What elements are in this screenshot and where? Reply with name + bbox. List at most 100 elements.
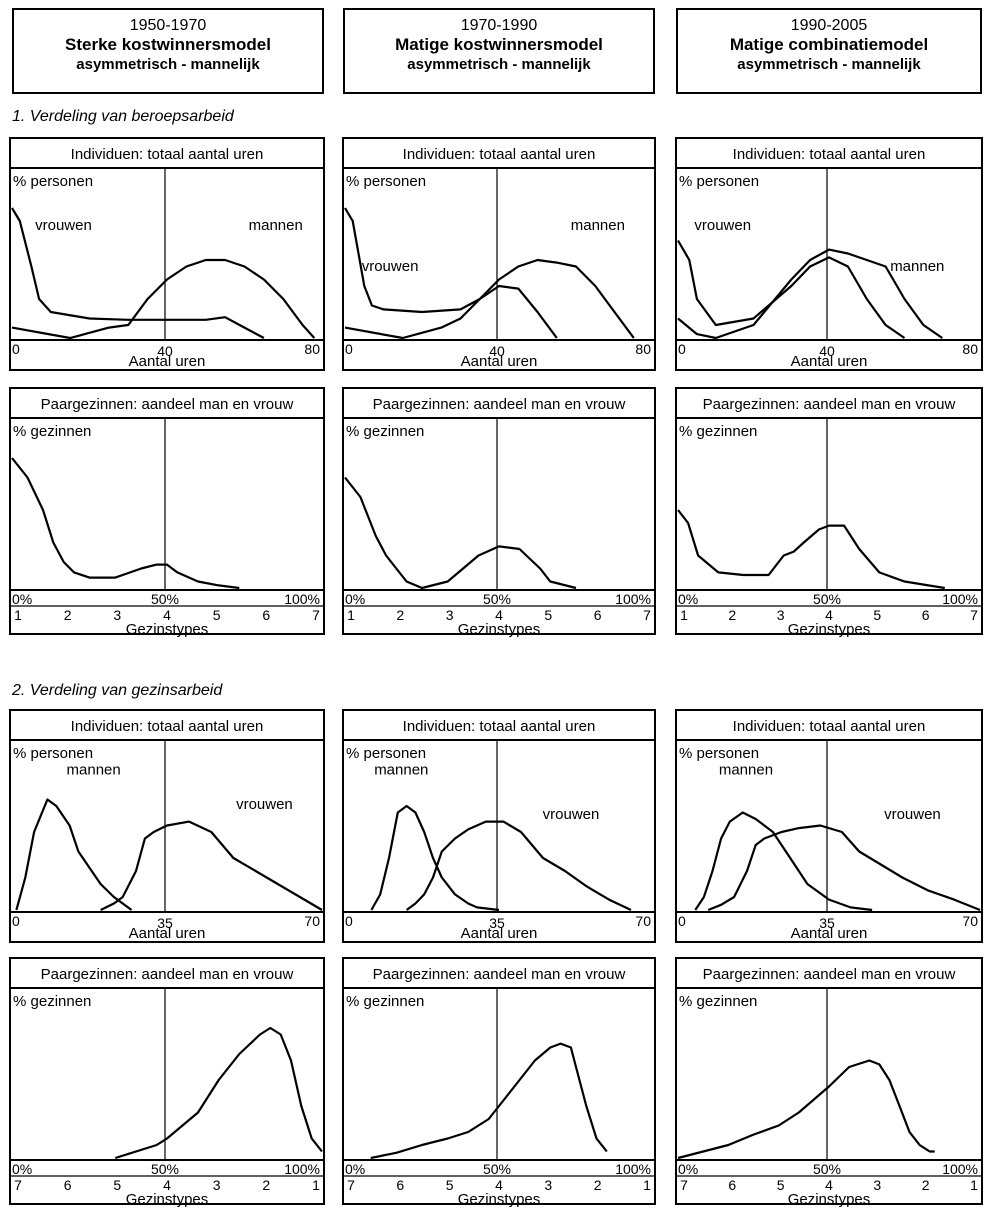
panel-title: Individuen: totaal aantal uren: [733, 146, 926, 163]
y-axis-label: % gezinnen: [679, 993, 757, 1010]
type-tick-label: 6: [728, 1177, 736, 1193]
panel-title: Paargezinnen: aandeel man en vrouw: [703, 396, 956, 413]
pct-tick-label: 50%: [483, 591, 511, 607]
series-line: [11, 457, 240, 590]
pct-tick-label: 50%: [813, 1161, 841, 1177]
pct-tick-label: 50%: [151, 1161, 179, 1177]
y-axis-label: % gezinnen: [13, 423, 91, 440]
header-period: 1950-1970: [129, 17, 207, 34]
panel-frame: [675, 957, 983, 1205]
series-label-mannen: mannen: [571, 217, 625, 234]
x-tick-label: 80: [304, 341, 320, 357]
x-tick-label: 40: [819, 343, 835, 359]
x-axis-label: Gezinstypes: [458, 1191, 541, 1208]
header-period: 1990-2005: [790, 17, 868, 34]
type-tick-label: 3: [544, 1177, 552, 1193]
header-type: asymmetrisch - mannelijk: [76, 56, 260, 73]
series-label-vrouwen: vrouwen: [543, 806, 600, 823]
pct-tick-label: 0%: [345, 591, 365, 607]
y-axis-label: % gezinnen: [346, 423, 424, 440]
panel-title: Paargezinnen: aandeel man en vrouw: [41, 396, 294, 413]
y-axis-label: % personen: [13, 173, 93, 190]
x-tick-label: 0: [12, 913, 20, 929]
panel-title: Paargezinnen: aandeel man en vrouw: [373, 966, 626, 983]
header-model: Sterke kostwinnersmodel: [65, 35, 271, 54]
series-label-vrouwen: vrouwen: [236, 796, 293, 813]
series-line: [694, 811, 873, 912]
pct-tick-label: 100%: [615, 1161, 651, 1177]
panel-title: Individuen: totaal aantal uren: [403, 146, 596, 163]
series-line: [677, 509, 945, 590]
type-tick-label: 6: [396, 1177, 404, 1193]
type-tick-label: 1: [643, 1177, 651, 1193]
panel-title: Paargezinnen: aandeel man en vrouw: [41, 966, 294, 983]
x-axis-label: Gezinstypes: [126, 1191, 209, 1208]
header-box-0: 1950-1970 Sterke kostwinnersmodel asymme…: [12, 8, 324, 94]
pct-tick-label: 100%: [942, 1161, 978, 1177]
type-tick-label: 5: [873, 607, 881, 623]
x-tick-label: 35: [489, 915, 505, 931]
type-tick-label: 4: [825, 607, 833, 623]
type-tick-label: 3: [213, 1177, 221, 1193]
type-tick-label: 7: [643, 607, 651, 623]
y-axis-label: % personen: [346, 745, 426, 762]
header-type: asymmetrisch - mannelijk: [737, 56, 921, 73]
x-tick-label: 40: [489, 343, 505, 359]
type-tick-label: 5: [544, 607, 552, 623]
series-label-mannen: mannen: [249, 217, 303, 234]
series-label-vrouwen: vrouwen: [884, 806, 941, 823]
series-line: [370, 804, 500, 912]
type-tick-label: 6: [64, 1177, 72, 1193]
pct-tick-label: 0%: [678, 1161, 698, 1177]
series-label-mannen: mannen: [890, 258, 944, 275]
x-axis-label: Aantal uren: [129, 353, 206, 370]
header-box-1: 1970-1990 Matige kostwinnersmodel asymme…: [343, 8, 655, 94]
x-tick-label: 70: [304, 913, 320, 929]
type-tick-label: 4: [163, 1177, 171, 1193]
pct-tick-label: 0%: [12, 1161, 32, 1177]
series-label-vrouwen: vrouwen: [694, 217, 751, 234]
x-tick-label: 0: [345, 341, 353, 357]
panel-title: Individuen: totaal aantal uren: [733, 718, 926, 735]
pct-tick-label: 100%: [615, 591, 651, 607]
panel-title: Paargezinnen: aandeel man en vrouw: [373, 396, 626, 413]
panel-frame: [675, 387, 983, 635]
series-label-vrouwen: vrouwen: [35, 217, 92, 234]
panel-frame: [9, 137, 325, 371]
y-axis-label: % personen: [679, 745, 759, 762]
pct-tick-label: 100%: [284, 1161, 320, 1177]
section-title-2: 2. Verdeling van gezinsarbeid: [12, 682, 223, 699]
x-axis-label: Gezinstypes: [788, 621, 871, 638]
type-tick-label: 3: [873, 1177, 881, 1193]
type-tick-label: 7: [347, 1177, 355, 1193]
panel-frame: [342, 137, 656, 371]
panel-frame: [342, 709, 656, 943]
header-model: Matige kostwinnersmodel: [395, 35, 603, 54]
series-line: [707, 824, 981, 912]
panel-frame: [342, 387, 656, 635]
type-tick-label: 5: [113, 1177, 121, 1193]
y-axis-label: % personen: [346, 173, 426, 190]
series-line: [405, 820, 632, 911]
x-tick-label: 80: [962, 341, 978, 357]
section-title-1: 1. Verdeling van beroepsarbeid: [12, 108, 234, 125]
series-line: [11, 207, 265, 339]
header-box-2: 1990-2005 Matige combinatiemodel asymmet…: [676, 8, 982, 94]
type-tick-label: 5: [777, 1177, 785, 1193]
x-tick-label: 40: [157, 343, 173, 359]
pct-tick-label: 100%: [942, 591, 978, 607]
type-tick-label: 1: [347, 607, 355, 623]
series-line: [370, 1042, 608, 1160]
type-tick-label: 4: [495, 607, 503, 623]
y-axis-label: % personen: [13, 745, 93, 762]
x-tick-label: 70: [962, 913, 978, 929]
panel-frame: [9, 387, 325, 635]
series-line: [677, 248, 943, 340]
panel-frame: [9, 957, 325, 1205]
y-axis-label: % gezinnen: [13, 993, 91, 1010]
series-label-mannen: mannen: [719, 761, 773, 778]
pct-tick-label: 0%: [678, 591, 698, 607]
type-tick-label: 3: [446, 607, 454, 623]
series-line: [344, 207, 558, 339]
